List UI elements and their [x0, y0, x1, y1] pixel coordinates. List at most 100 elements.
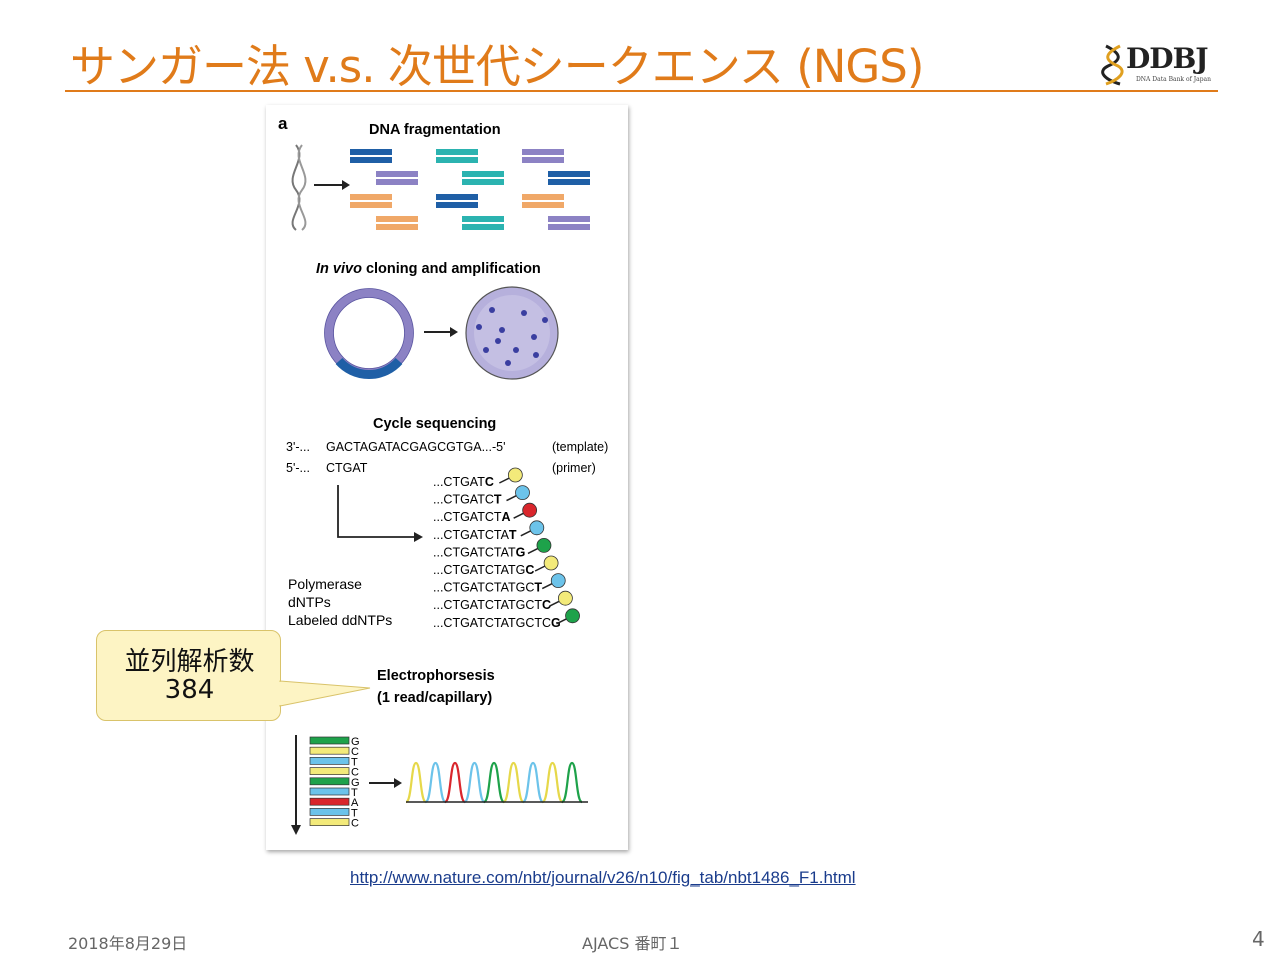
dna-fragment: [350, 194, 392, 208]
gel-base-label: G: [351, 777, 360, 789]
gel-band: [309, 797, 350, 806]
reagent-dntps: dNTPs: [288, 594, 331, 610]
ddntp-linker: [534, 565, 546, 572]
gel-base-label: T: [351, 756, 358, 768]
template-sequence: GACTAGATACGAGCGTGA...-5': [326, 440, 506, 454]
ddntp-dye-marker: [529, 520, 545, 536]
fragment-base: ...CTGATCTA: [433, 528, 510, 542]
gel-base-label: A: [351, 797, 359, 809]
gel-band: [309, 746, 350, 755]
source-link[interactable]: http://www.nature.com/nbt/journal/v26/n1…: [350, 868, 856, 887]
elongation-arrow: [337, 485, 423, 542]
chromatogram-peak: [521, 761, 545, 804]
dna-fragment: [436, 149, 478, 163]
title-underline: [65, 90, 1218, 92]
dna-fragments: [350, 149, 590, 230]
primer-prefix: 5'-...: [286, 461, 310, 475]
gel-base-label: T: [351, 787, 358, 799]
fragment-terminal-base: C: [542, 598, 551, 612]
ddbj-logo: DDBJ DNA Data Bank of Japan: [1100, 42, 1220, 88]
footer-event: AJACS 番町１: [582, 934, 683, 953]
primer-label: (primer): [552, 461, 596, 475]
logo-text: DDBJ: [1126, 42, 1208, 75]
arrow-icon: [369, 778, 402, 788]
dna-fragment: [548, 171, 590, 185]
fragment-terminal-base: G: [516, 545, 526, 559]
dna-fragment: [350, 149, 392, 163]
dna-fragment: [548, 216, 590, 230]
ddntp-dye-marker: [507, 467, 523, 483]
step-dna-fragmentation: DNA fragmentation: [369, 122, 501, 138]
fragment-terminal-base: T: [534, 581, 542, 595]
fragment-terminal-base: G: [551, 616, 561, 630]
chromatogram-peak: [404, 761, 428, 804]
step-cycle-sequencing: Cycle sequencing: [373, 416, 496, 432]
reagent-labeled-ddntps: Labeled ddNTPs: [288, 612, 392, 628]
gel-band: [309, 767, 350, 775]
sequencing-fragments: ...CTGATC...CTGATCT...CTGATCTA...CTGATCT…: [433, 467, 580, 630]
ddntp-linker: [527, 547, 539, 555]
gel-band: [309, 757, 350, 765]
ddntp-linker: [556, 618, 567, 625]
sequencing-fragment-label: ...CTGATCTATGCTCG: [433, 616, 561, 630]
gel-direction-arrow: [291, 735, 301, 835]
sequencing-fragment-label: ...CTGATCT: [433, 493, 502, 507]
ddntp-dye-marker: [550, 573, 566, 589]
sanger-diagram: a DNA fragmentation In vivo cloning and …: [278, 114, 608, 835]
chromatogram-peak: [560, 761, 584, 804]
dna-fragment: [376, 171, 418, 185]
step-electrophoresis-detail: (1 read/capillary): [377, 690, 492, 706]
ddntp-dye-marker: [522, 502, 538, 518]
plasmid-icon: [324, 288, 414, 379]
gel-band: [309, 818, 350, 826]
chromatogram-peak: [541, 761, 564, 804]
dna-helix-icon: [1101, 44, 1124, 86]
gel-band: [309, 808, 350, 816]
sequencing-fragment-label: ...CTGATCTATGCTC: [433, 598, 551, 612]
ddntp-linker: [520, 530, 532, 537]
sequencing-fragment-label: ...CTGATCTATGCT: [433, 581, 542, 595]
dna-helix-icon: [291, 144, 307, 231]
arrow-icon: [314, 180, 350, 190]
fragment-terminal-base: C: [525, 563, 534, 577]
dna-fragment: [522, 149, 564, 163]
chromatogram-peak: [502, 761, 525, 804]
sanger-figure: a DNA fragmentation In vivo cloning and …: [266, 105, 628, 850]
arrow-icon: [424, 327, 458, 337]
dna-fragment: [462, 171, 504, 185]
fragment-base: ...CTGATCTATGC: [433, 581, 534, 595]
slide-title: サンガー法 v.s. 次世代シークエンス (NGS): [70, 40, 924, 93]
dna-fragment: [462, 216, 504, 230]
chromatogram-peak: [463, 761, 486, 804]
sequencing-fragment-label: ...CTGATC: [433, 475, 494, 489]
dna-fragment: [376, 216, 418, 230]
colony-plate-icon: [465, 286, 559, 380]
template-label: (template): [552, 440, 608, 454]
sequencing-fragment-label: ...CTGATCTAT: [433, 528, 517, 542]
step-cloning: In vivo cloning and amplification: [316, 261, 541, 277]
callout-value: 384: [164, 675, 215, 705]
fragment-terminal-base: T: [494, 493, 502, 507]
fragment-base: ...CTGATCTATG: [433, 563, 525, 577]
fragment-base: ...CTGATCT: [433, 510, 502, 524]
ddntp-linker: [506, 494, 517, 502]
dna-fragment: [522, 194, 564, 208]
fragment-terminal-base: C: [485, 475, 494, 489]
sequencing-fragment-label: ...CTGATCTATG: [433, 545, 525, 559]
gel-base-label: C: [351, 818, 359, 830]
dna-fragment: [436, 194, 478, 208]
step-electrophoresis: Electrophorsesis: [377, 668, 495, 684]
fragment-terminal-base: T: [509, 528, 517, 542]
gel-band: [309, 787, 350, 796]
ddntp-linker: [541, 582, 553, 590]
fragment-base: ...CTGAT: [433, 475, 485, 489]
ddntp-linker: [499, 477, 510, 484]
primer-sequence: CTGAT: [326, 461, 368, 475]
fragment-base: ...CTGATC: [433, 493, 494, 507]
sequencing-fragment-label: ...CTGATCTATGC: [433, 563, 534, 577]
gel-base-label: T: [351, 807, 358, 819]
reagent-polymerase: Polymerase: [288, 576, 362, 592]
gel-base-label: C: [351, 767, 359, 779]
chromatogram-peak: [443, 761, 467, 804]
